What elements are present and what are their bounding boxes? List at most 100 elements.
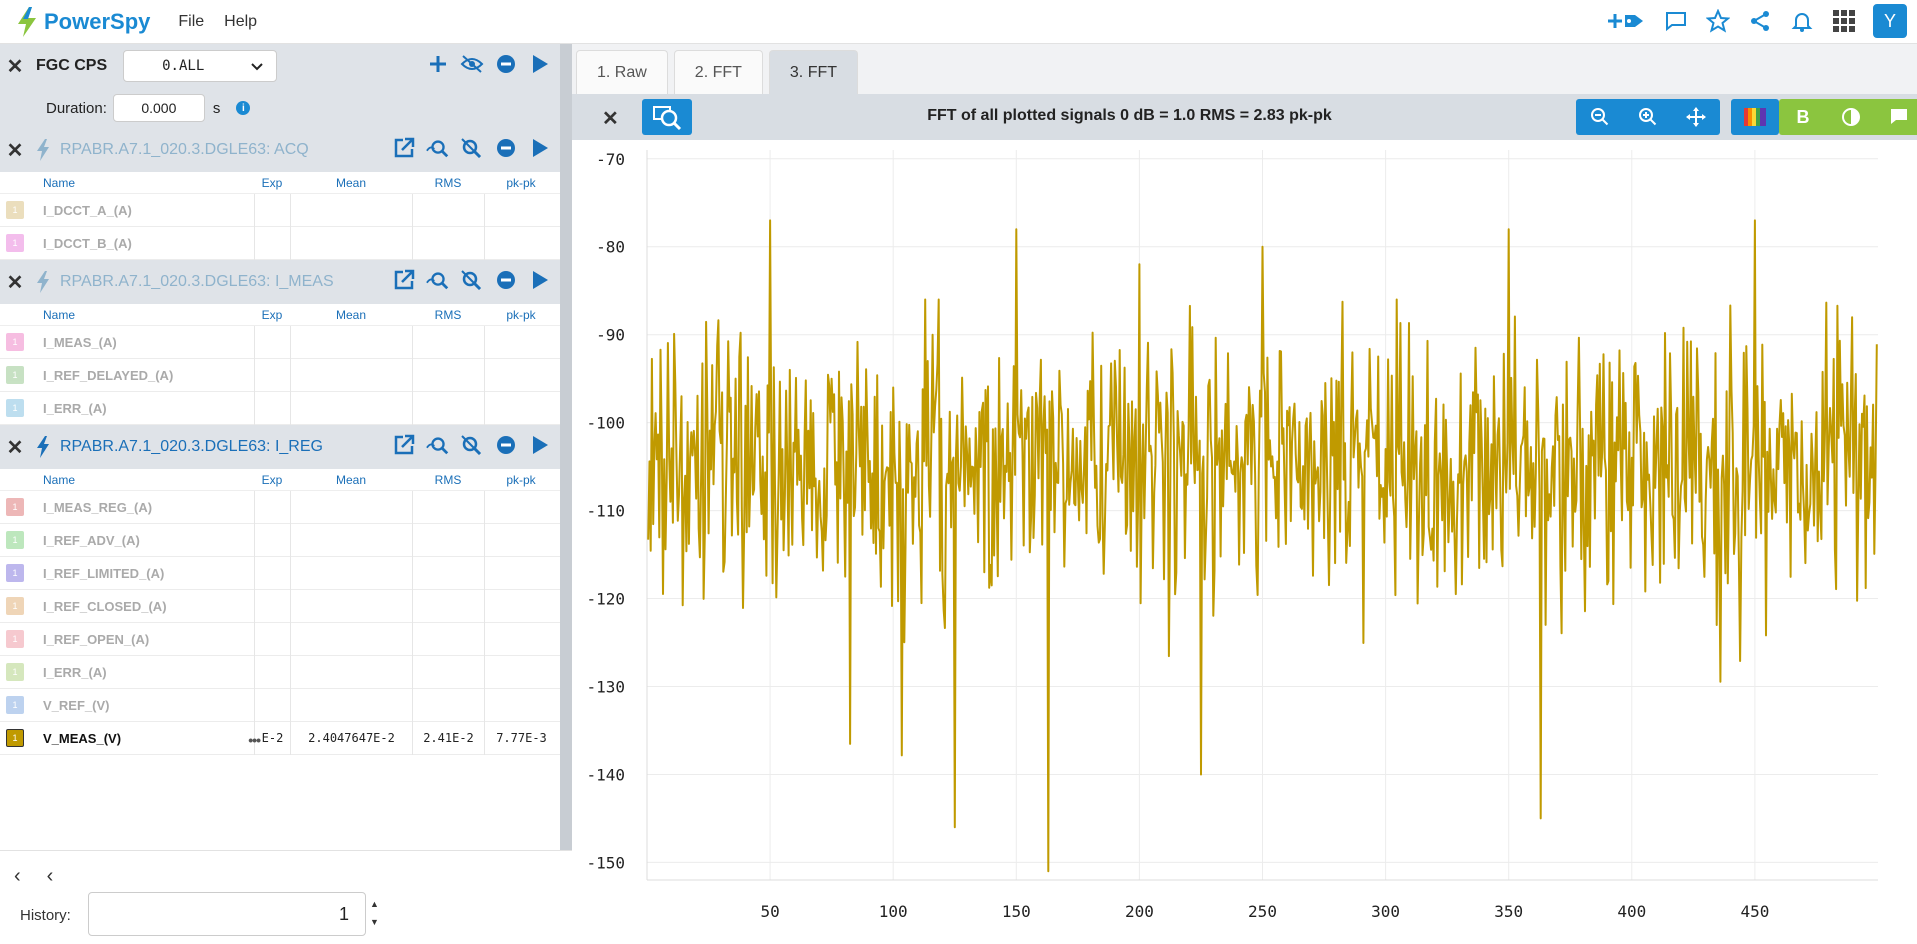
signal-name-text: I_MEAS_REG_(A) xyxy=(43,499,153,515)
more-options-icon[interactable]: ••• xyxy=(248,731,261,748)
user-avatar[interactable]: Y xyxy=(1873,4,1907,38)
signal-row[interactable]: 1 V_MEAS_(V) ••• E-2 2.4047647E-2 2.41E-2 7.77… xyxy=(0,721,560,755)
duration-unit: s xyxy=(212,99,221,117)
signal-name-text: I_REF_DELAYED_(A) xyxy=(43,367,174,383)
add-icon[interactable] xyxy=(426,52,450,76)
close-plot-icon[interactable]: ✕ xyxy=(602,108,619,130)
signal-color-swatch[interactable]: 1 xyxy=(6,663,24,681)
remove-icon[interactable] xyxy=(494,136,518,160)
signal-row[interactable]: 1 I_DCCT_A_(A) xyxy=(0,193,560,227)
signal-row[interactable]: 1 I_MEAS_(A) xyxy=(0,325,560,359)
history-input[interactable]: 1 xyxy=(88,892,366,936)
signal-name: I_REF_ADV_(A) xyxy=(24,533,254,548)
fft-chart-svg[interactable]: -70 -80 -90 -100 -110 -120 -130 -140 -150 50 100 15… xyxy=(572,140,1917,939)
signal-row[interactable]: 1 I_REF_CLOSED_(A) xyxy=(0,589,560,623)
history-stepper[interactable]: ▲ ▼ xyxy=(370,899,379,927)
tab-fft-2[interactable]: 2. FFT xyxy=(673,50,763,94)
signal-row[interactable]: 1 I_REF_ADV_(A) xyxy=(0,523,560,557)
signal-color-swatch[interactable]: 1 xyxy=(6,366,24,384)
play-icon[interactable] xyxy=(528,433,552,457)
signal-row[interactable]: 1 I_DCCT_B_(A) xyxy=(0,226,560,260)
star-icon[interactable] xyxy=(1705,8,1731,34)
signal-pk-pk xyxy=(484,226,558,260)
signal-color-swatch[interactable]: 1 xyxy=(6,564,24,582)
play-icon[interactable] xyxy=(528,136,552,160)
tab-raw[interactable]: 1. Raw xyxy=(576,50,668,94)
zoom-off-icon[interactable] xyxy=(460,268,484,292)
fgc-selector[interactable]: 0.ALL xyxy=(123,50,278,82)
close-group-icon[interactable]: ✕ xyxy=(6,271,24,294)
comment-icon[interactable] xyxy=(1663,8,1689,34)
open-external-icon[interactable] xyxy=(392,136,416,160)
fft-chart[interactable]: -70 -80 -90 -100 -110 -120 -130 -140 -150 50 100 15… xyxy=(572,140,1917,939)
signal-color-swatch[interactable]: 1 xyxy=(6,729,24,747)
share-icon[interactable] xyxy=(1747,8,1773,34)
signal-color-swatch[interactable]: 1 xyxy=(6,630,24,648)
pan-icon[interactable] xyxy=(1672,99,1720,135)
tab-fft-3[interactable]: 3. FFT xyxy=(768,50,859,94)
main-menu: File Help xyxy=(178,13,257,31)
zoom-out-icon[interactable] xyxy=(1576,99,1624,135)
signal-row[interactable]: 1 I_ERR_(A) xyxy=(0,391,560,425)
signal-color-swatch[interactable]: 1 xyxy=(6,696,24,714)
zoom-off-icon[interactable] xyxy=(460,433,484,457)
signal-exp xyxy=(254,622,290,656)
remove-icon[interactable] xyxy=(494,52,518,76)
signal-color-swatch[interactable]: 1 xyxy=(6,234,24,252)
open-external-icon[interactable] xyxy=(392,433,416,457)
remove-icon[interactable] xyxy=(494,268,518,292)
close-group-icon[interactable]: ✕ xyxy=(6,139,24,162)
signal-color-swatch[interactable]: 1 xyxy=(6,399,24,417)
zoom-search-button[interactable] xyxy=(642,99,692,135)
play-icon[interactable] xyxy=(528,52,552,76)
brand[interactable]: PowerSpy xyxy=(16,6,150,37)
signal-row[interactable]: 1 I_REF_OPEN_(A) xyxy=(0,622,560,656)
play-icon[interactable] xyxy=(528,268,552,292)
signal-row[interactable]: 1 V_REF_(V) xyxy=(0,688,560,722)
signal-panel: ✕ FGC CPS 0.ALL Duration: 0.000 s i ✕ RPA… xyxy=(0,44,560,850)
panel-splitter[interactable] xyxy=(560,44,572,850)
close-fgc-icon[interactable]: ✕ xyxy=(6,55,24,78)
add-tag-icon[interactable] xyxy=(1607,8,1647,34)
fgc-header: ✕ FGC CPS 0.ALL xyxy=(0,44,560,88)
close-group-icon[interactable]: ✕ xyxy=(6,436,24,459)
group-title: RPABR.A7.1_020.3.DGLE63: ACQ xyxy=(60,141,309,158)
menu-file[interactable]: File xyxy=(178,12,205,30)
zoom-signal-icon[interactable] xyxy=(426,136,450,160)
signal-color-swatch[interactable]: 1 xyxy=(6,201,24,219)
zoom-in-icon[interactable] xyxy=(1624,99,1672,135)
contrast-icon[interactable] xyxy=(1827,99,1875,135)
bell-icon[interactable] xyxy=(1789,8,1815,34)
apps-grid-icon[interactable] xyxy=(1831,8,1857,34)
signal-row[interactable]: 1 I_MEAS_REG_(A) xyxy=(0,490,560,524)
signal-color-swatch[interactable]: 1 xyxy=(6,531,24,549)
remove-icon[interactable] xyxy=(494,433,518,457)
previous-icon[interactable]: ‹ xyxy=(46,865,54,887)
bold-icon[interactable]: B xyxy=(1796,106,1810,127)
comment-icon[interactable] xyxy=(1875,99,1917,135)
open-external-icon[interactable] xyxy=(392,268,416,292)
signal-color-swatch[interactable]: 1 xyxy=(6,597,24,615)
duration-label: Duration: xyxy=(46,99,107,117)
color-palette-icon[interactable] xyxy=(1731,99,1779,135)
signal-rms xyxy=(412,655,484,689)
signal-row[interactable]: 1 I_REF_DELAYED_(A) xyxy=(0,358,560,392)
zoom-signal-icon[interactable] xyxy=(426,433,450,457)
zoom-off-icon[interactable] xyxy=(460,136,484,160)
top-actions: Y xyxy=(1607,4,1907,38)
collapse-left-icon[interactable]: ‹ xyxy=(14,865,21,887)
signal-color-swatch[interactable]: 1 xyxy=(6,333,24,351)
duration-row: Duration: 0.000 s i xyxy=(0,88,560,128)
signal-rms xyxy=(412,622,484,656)
signal-row[interactable]: 1 I_ERR_(A) xyxy=(0,655,560,689)
signal-name: I_REF_CLOSED_(A) xyxy=(24,599,254,614)
duration-input[interactable]: 0.000 xyxy=(112,94,205,122)
signal-row[interactable]: 1 I_REF_LIMITED_(A) xyxy=(0,556,560,590)
zoom-signal-icon[interactable] xyxy=(426,268,450,292)
search-zoom-icon xyxy=(653,106,682,131)
menu-help[interactable]: Help xyxy=(224,12,258,30)
hide-icon[interactable] xyxy=(460,52,484,76)
signal-color-swatch[interactable]: 1 xyxy=(6,498,24,516)
zoom-toolbar xyxy=(1576,99,1720,135)
info-icon[interactable]: i xyxy=(236,101,251,115)
